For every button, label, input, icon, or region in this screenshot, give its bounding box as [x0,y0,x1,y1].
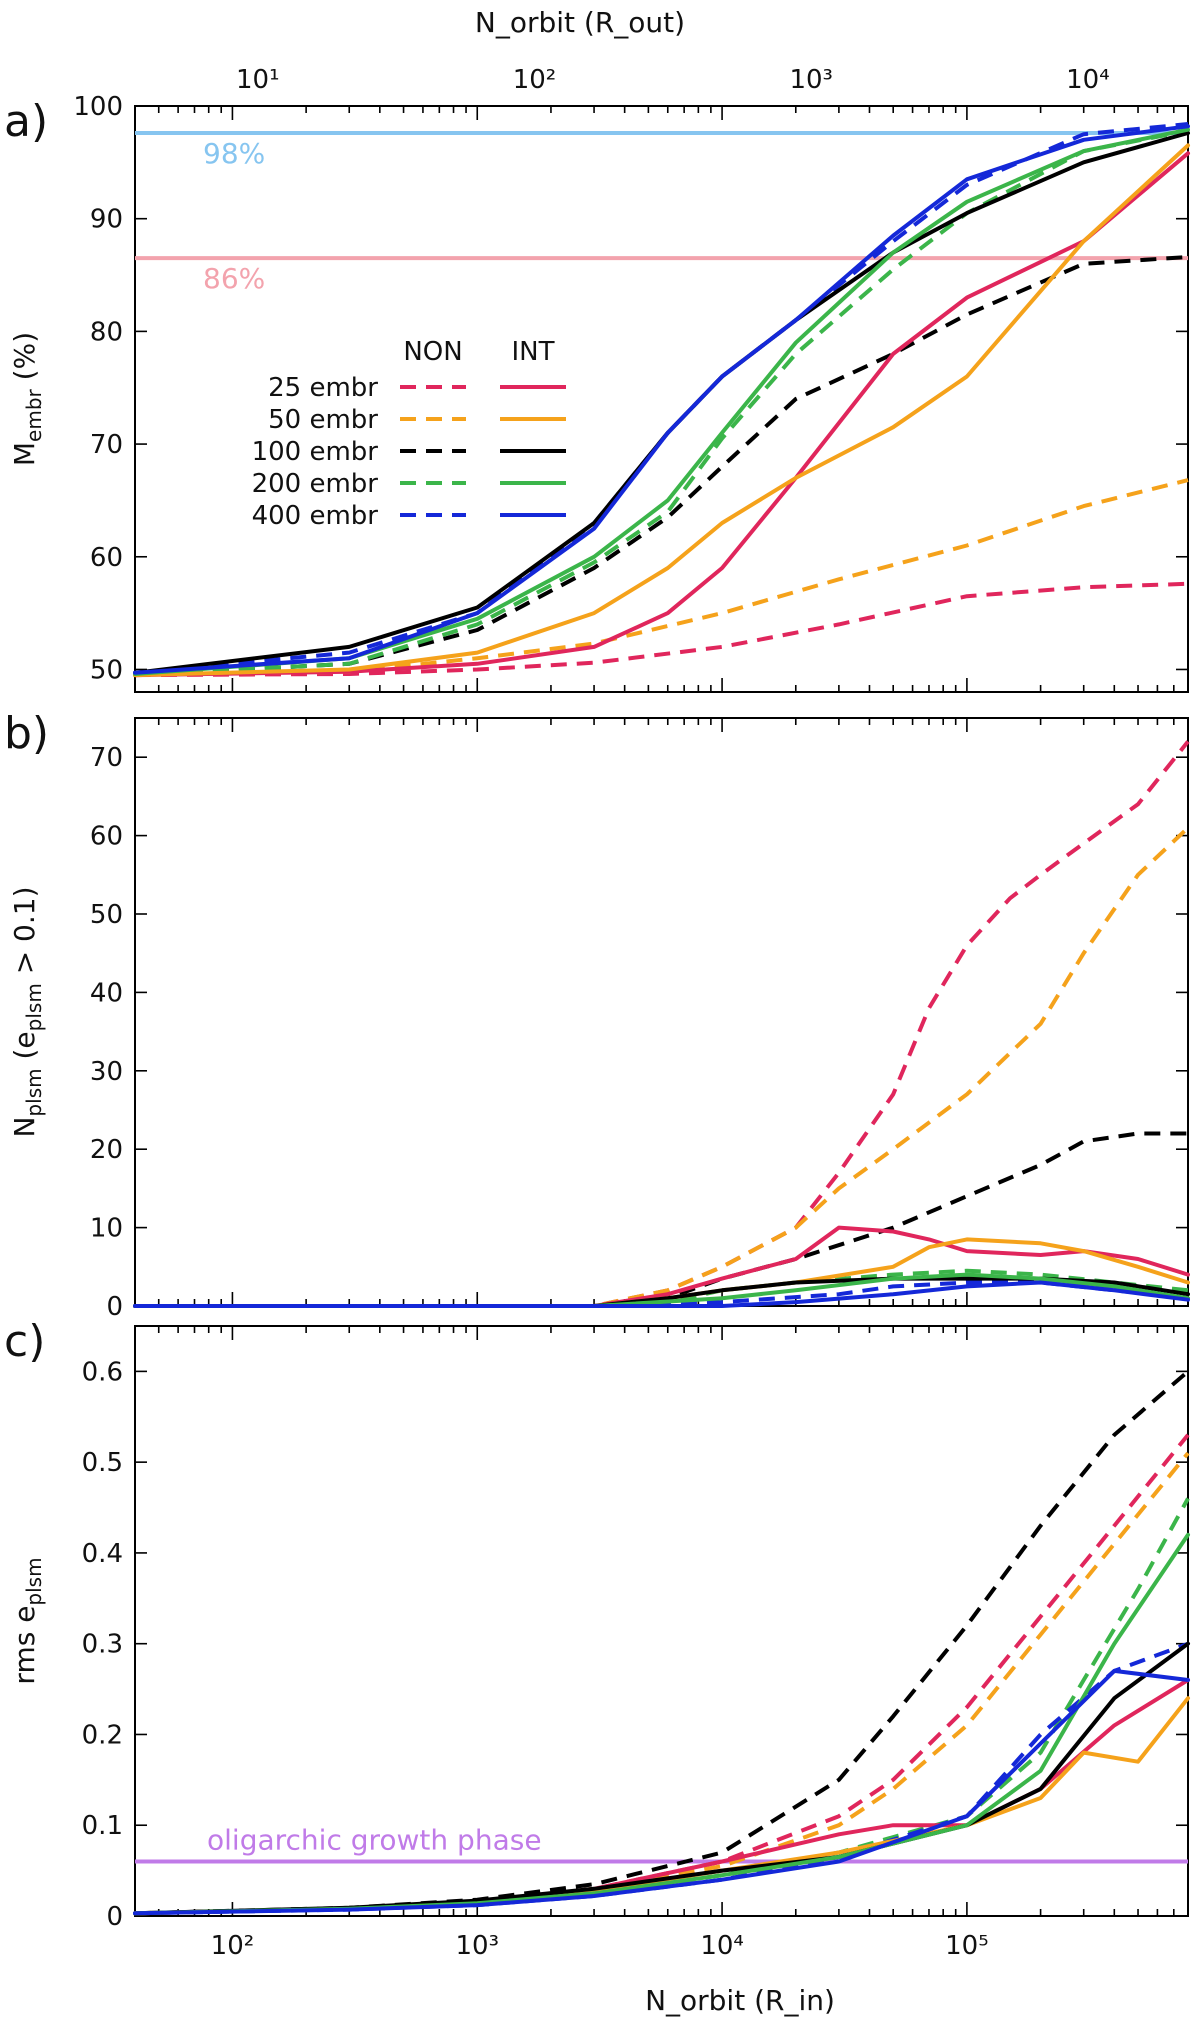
top-x-tick-label: 10⁴ [1066,65,1110,95]
legend-header-non: NON [403,337,462,367]
series-line-50-non [135,826,1190,1308]
series-line-200-int [133,127,1190,676]
y-axis-title: rms eplsm [8,1557,46,1684]
plot-frame [134,717,1189,1307]
panel-3: 0 0.1 0.2 0.3 0.4 0.5 0.6 10² 10³ 10⁴ 10⁵ c) rms epl… [4,1316,1190,1961]
bottom-axis-title: N_orbit (R_in) [645,1984,835,2017]
top-x-tick-label: 10² [513,65,557,95]
y-tick-label: 0.4 [82,1539,123,1569]
series-line-25-int [133,1225,1190,1308]
series-line-400-int [133,124,1190,675]
series-line-200-non [134,128,1189,678]
legend-label: 25 embr [268,373,378,403]
legend-header-int: INT [512,337,555,367]
panel-1: 50 60 70 80 90 100 10¹ 10² 10³ 10⁴ a) Membr (%) 98% 8… [4,65,1190,693]
panel-label: a) [4,96,48,147]
y-tick-label: 40 [90,978,123,1008]
y-tick-label: 0 [106,1902,123,1932]
y-tick-label: 10 [90,1214,123,1244]
x-tick-label: 10⁴ [700,1931,744,1961]
series-line-400-int [133,1668,1190,1916]
y-tick-label: 60 [90,543,123,573]
legend-label: 400 embr [252,501,379,531]
top-x-tick-label: 10¹ [236,65,280,95]
legend-label: 100 embr [252,437,379,467]
y-tick-label: 0.3 [82,1630,123,1660]
legend-label: 200 embr [252,469,379,499]
y-axis-title: Nplsm (eplsm > 0.1) [8,886,46,1137]
y-tick-label: 50 [90,900,123,930]
reference-line-label: oligarchic growth phase [207,1824,542,1857]
y-tick-label: 0 [106,1292,123,1322]
y-tick-label: 0.5 [82,1448,123,1478]
y-axis-title: Membr (%) [8,332,46,466]
series-line-100-non [134,255,1189,678]
y-tick-label: 90 [90,205,123,235]
y-tick-label: 0.6 [82,1357,123,1387]
series-line-200-int [133,1272,1190,1308]
y-tick-label: 0.2 [82,1720,123,1750]
plot-frame [134,1325,1189,1917]
plot-frame [134,105,1189,693]
reference-line-label: 98% [203,137,265,170]
series-line-50-int [133,143,1190,678]
y-tick-label: 30 [90,1057,123,1087]
y-tick-label: 70 [90,430,123,460]
y-tick-label: 80 [90,317,123,347]
reference-line-label: 86% [203,262,265,295]
x-tick-label: 10³ [455,1931,499,1961]
series-line-25-int [133,151,1190,678]
top-axis-title: N_orbit (R_out) [475,6,685,39]
panel-2: 0 10 20 30 40 50 60 70 b) Nplsm (eplsm > 0.1) [4,708,1190,1322]
y-tick-label: 70 [90,743,123,773]
series-line-25-non [135,740,1190,1308]
series-line-400-non [134,1641,1189,1916]
top-x-tick-label: 10³ [789,65,833,95]
y-tick-label: 100 [73,92,123,122]
panel-label: c) [4,1316,45,1367]
y-tick-label: 20 [90,1135,123,1165]
y-tick-label: 0.1 [82,1811,123,1841]
y-tick-label: 50 [90,655,123,685]
legend-label: 50 embr [268,405,378,435]
y-tick-label: 60 [90,822,123,852]
series-line-400-int [133,1280,1190,1308]
panel-label: b) [4,708,49,759]
x-tick-label: 10⁵ [945,1931,989,1961]
series-line-25-non [134,581,1189,678]
x-tick-label: 10² [211,1931,255,1961]
